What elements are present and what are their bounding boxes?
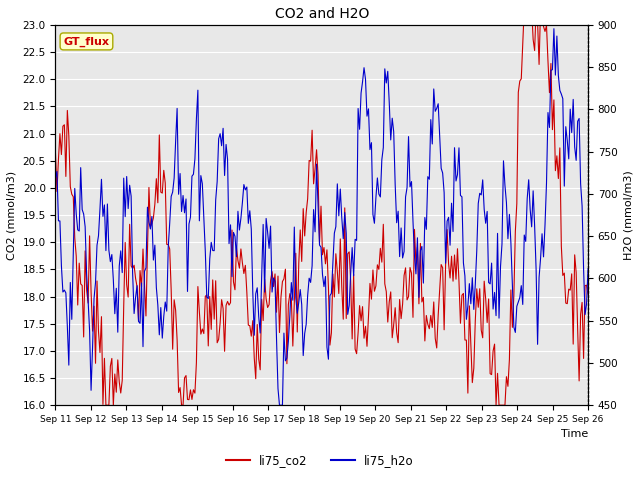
Y-axis label: CO2 (mmol/m3): CO2 (mmol/m3) [7,170,17,260]
X-axis label: Time: Time [561,430,588,440]
Legend: li75_co2, li75_h2o: li75_co2, li75_h2o [221,449,419,472]
Text: GT_flux: GT_flux [63,36,109,47]
Title: CO2 and H2O: CO2 and H2O [275,7,369,21]
Y-axis label: H2O (mmol/m3): H2O (mmol/m3) [623,170,633,260]
